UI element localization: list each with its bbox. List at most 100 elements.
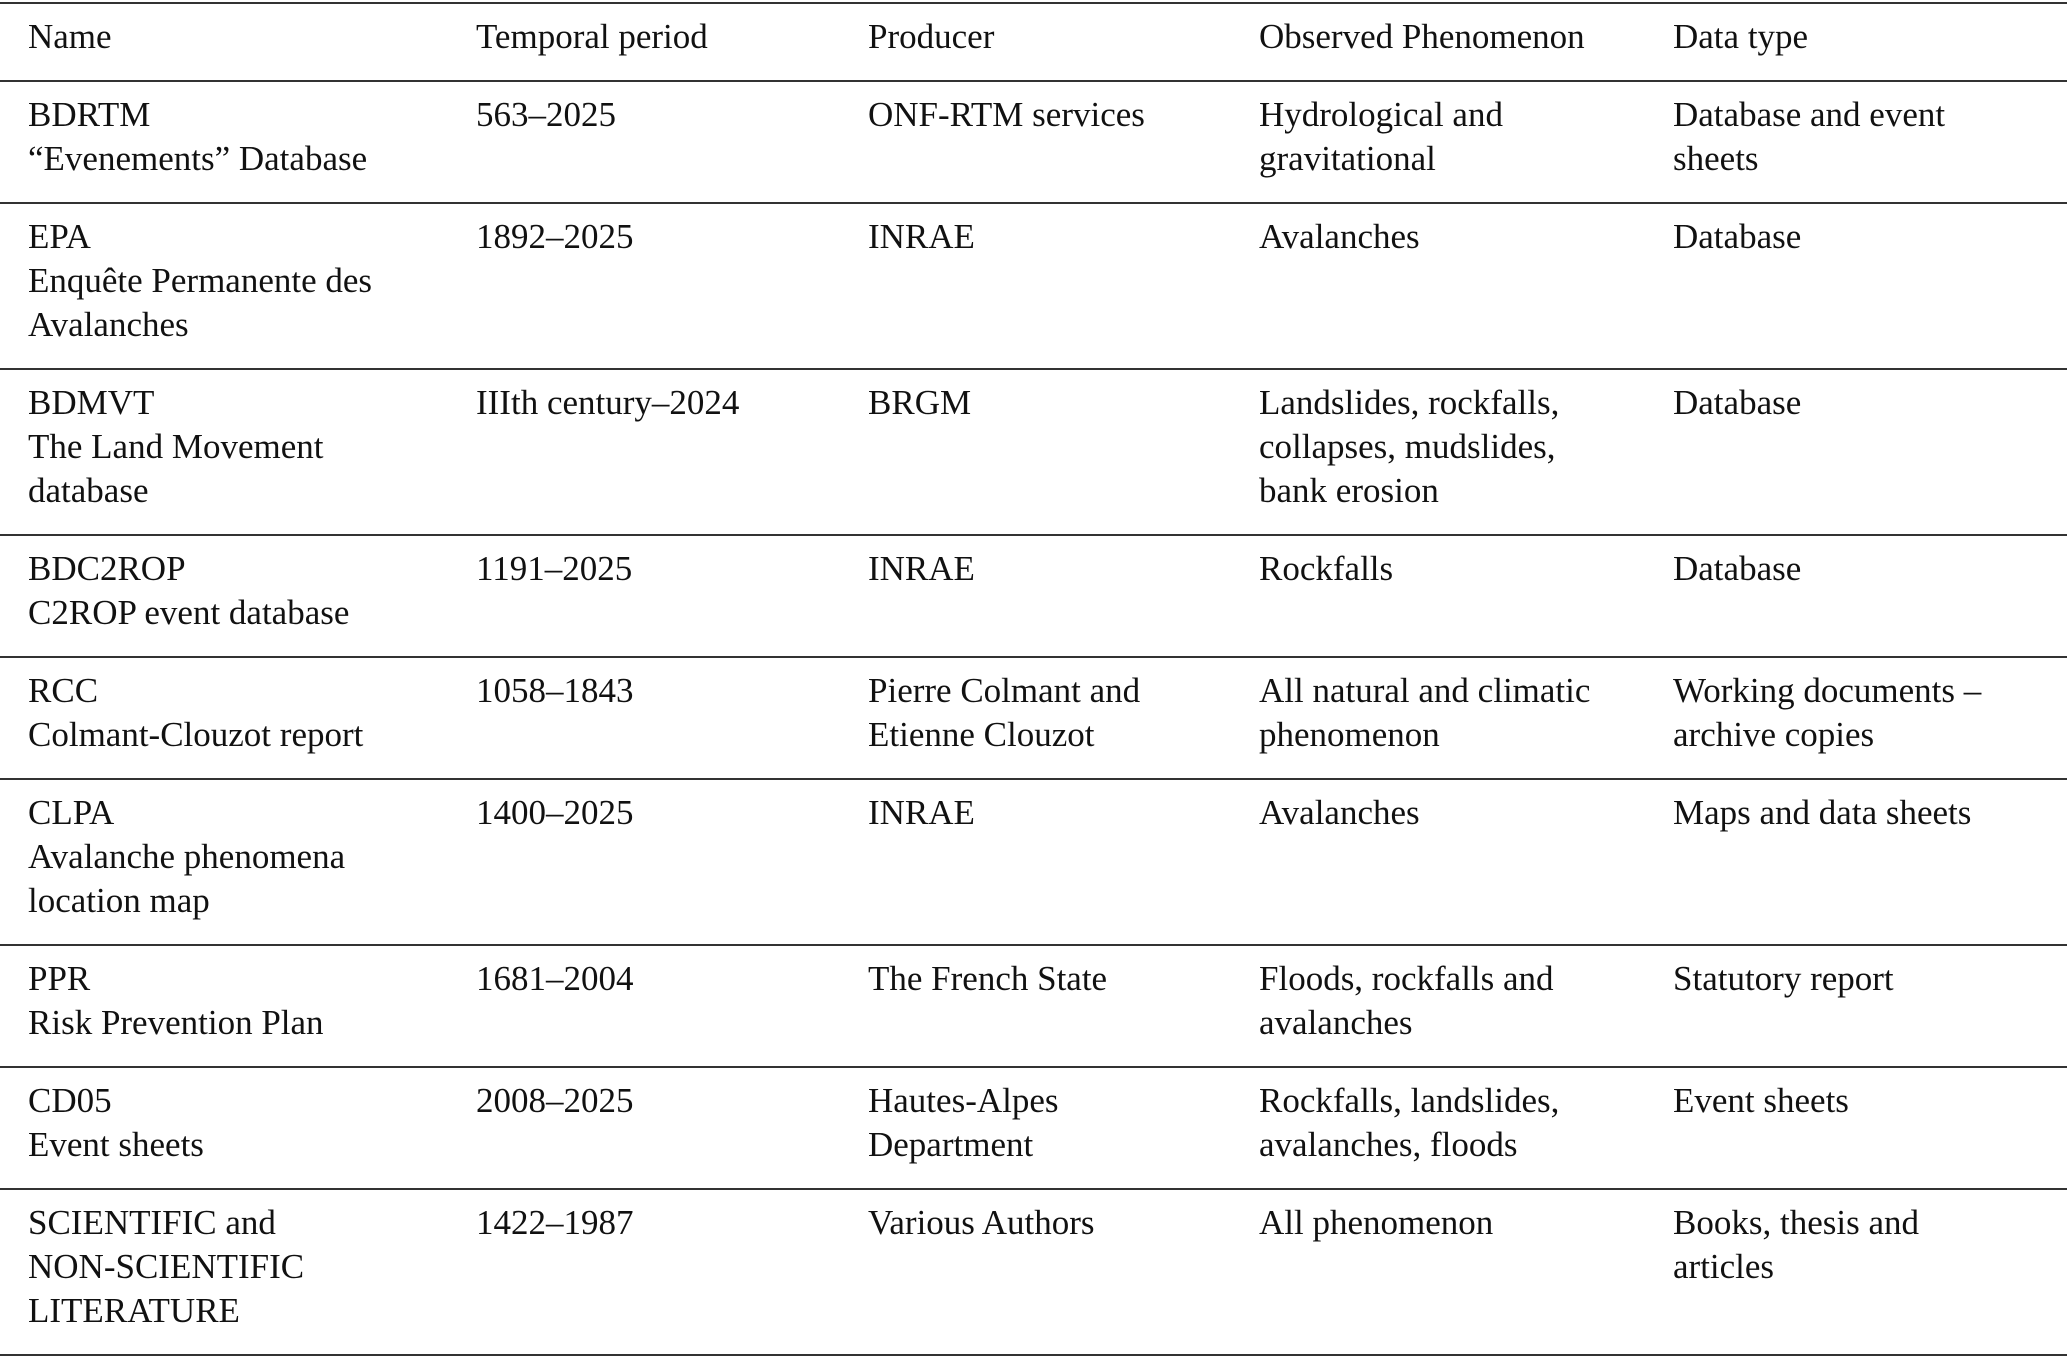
header-cell: Producer	[868, 17, 995, 56]
cell-line: CD05	[28, 1081, 112, 1120]
table-cell: Various Authors	[868, 1189, 1259, 1355]
cell-line: EPA	[28, 217, 91, 256]
table-header: Name Temporal period Producer Observed Phen…	[0, 3, 2067, 81]
table-cell: PPR Risk Prevention Plan	[0, 945, 476, 1067]
cell-line: Landslides, rockfalls,	[1259, 383, 1560, 422]
cell-line: 1191–2025	[476, 549, 633, 588]
table-cell: 563–2025	[476, 81, 868, 203]
table-cell: BDC2ROP C2ROP event database	[0, 535, 476, 657]
cell-line: LITERATURE	[28, 1291, 240, 1330]
table-cell: Rockfalls, landslides, avalanches, floods	[1259, 1067, 1673, 1189]
header-row: Name Temporal period Producer Observed Phen…	[0, 3, 2067, 81]
cell-line: INRAE	[868, 793, 975, 832]
table-cell: BDRTM “Evenements” Database	[0, 81, 476, 203]
table-cell: Avalanches	[1259, 203, 1673, 369]
table-row: CD05 Event sheets 2008–2025 Hautes-Alpes Dep…	[0, 1067, 2067, 1189]
cell-line: archive copies	[1673, 715, 1875, 754]
table-body: BDRTM “Evenements” Database 563–2025 ONF-RT…	[0, 81, 2067, 1355]
cell-line: Pierre Colmant and	[868, 671, 1141, 710]
cell-line: Working documents –	[1673, 671, 1982, 710]
cell-line: Hydrological and	[1259, 95, 1503, 134]
cell-line: Database and event	[1673, 95, 1946, 134]
table-row: BDC2ROP C2ROP event database 1191–2025 INRA…	[0, 535, 2067, 657]
table-cell: BRGM	[868, 369, 1259, 535]
table-cell: Floods, rockfalls and avalanches	[1259, 945, 1673, 1067]
table-cell: 1422–1987	[476, 1189, 868, 1355]
cell-line: INRAE	[868, 549, 975, 588]
cell-line: CLPA	[28, 793, 115, 832]
table-cell: 2008–2025	[476, 1067, 868, 1189]
table-row: BDRTM “Evenements” Database 563–2025 ONF-RT…	[0, 81, 2067, 203]
cell-line: PPR	[28, 959, 91, 998]
cell-line: Etienne Clouzot	[868, 715, 1095, 754]
table-cell: Maps and data sheets	[1673, 779, 2067, 945]
table-cell: The French State	[868, 945, 1259, 1067]
table-cell: 1191–2025	[476, 535, 868, 657]
table-row: BDMVT The Land Movement database IIIth cent…	[0, 369, 2067, 535]
cell-line: The Land Movement	[28, 427, 324, 466]
cell-line: 1892–2025	[476, 217, 634, 256]
cell-line: articles	[1673, 1247, 1775, 1286]
cell-line: 2008–2025	[476, 1081, 634, 1120]
cell-line: database	[28, 471, 149, 510]
table-cell: ONF-RTM services	[868, 81, 1259, 203]
header-cell: Data type	[1673, 17, 1809, 56]
cell-line: avalanches, floods	[1259, 1125, 1518, 1164]
cell-line: location map	[28, 881, 210, 920]
cell-line: phenomenon	[1259, 715, 1440, 754]
table-cell: 1400–2025	[476, 779, 868, 945]
cell-line: 1058–1843	[476, 671, 634, 710]
table-cell: All phenomenon	[1259, 1189, 1673, 1355]
cell-line: BRGM	[868, 383, 972, 422]
table-cell: Database	[1673, 203, 2067, 369]
table-cell: Database	[1673, 535, 2067, 657]
table-cell: 1681–2004	[476, 945, 868, 1067]
cell-line: Various Authors	[868, 1203, 1095, 1242]
cell-line: Rockfalls, landslides,	[1259, 1081, 1560, 1120]
cell-line: Avalanches	[1259, 793, 1420, 832]
header-cell: Name	[28, 17, 112, 56]
cell-line: IIIth century–2024	[476, 383, 740, 422]
cell-line: Colmant-Clouzot report	[28, 715, 364, 754]
cell-line: BDMVT	[28, 383, 155, 422]
table-cell: Pierre Colmant and Etienne Clouzot	[868, 657, 1259, 779]
cell-line: Database	[1673, 549, 1802, 588]
table-cell: All natural and climatic phenomenon	[1259, 657, 1673, 779]
cell-line: Database	[1673, 383, 1802, 422]
cell-line: INRAE	[868, 217, 975, 256]
table-cell: CLPA Avalanche phenomena location map	[0, 779, 476, 945]
table-cell: Database and event sheets	[1673, 81, 2067, 203]
cell-line: Enquête Permanente des	[28, 261, 373, 300]
cell-line: NON-SCIENTIFIC	[28, 1247, 305, 1286]
table-cell: Event sheets	[1673, 1067, 2067, 1189]
cell-line: bank erosion	[1259, 471, 1439, 510]
cell-line: Event sheets	[1673, 1081, 1849, 1120]
table-row: RCC Colmant-Clouzot report 1058–1843 Pierre…	[0, 657, 2067, 779]
cell-line: Avalanches	[28, 305, 189, 344]
table-cell: 1058–1843	[476, 657, 868, 779]
table-cell: Hautes-Alpes Department	[868, 1067, 1259, 1189]
table-cell: Rockfalls	[1259, 535, 1673, 657]
cell-line: Risk Prevention Plan	[28, 1003, 324, 1042]
cell-line: 563–2025	[476, 95, 616, 134]
cell-line: Avalanches	[1259, 217, 1420, 256]
table-cell: IIIth century–2024	[476, 369, 868, 535]
table-row: CLPA Avalanche phenomena location map 1400–…	[0, 779, 2067, 945]
cell-line: Statutory report	[1673, 959, 1894, 998]
table-cell: 1892–2025	[476, 203, 868, 369]
table-row: SCIENTIFIC and NON-SCIENTIFIC LITERATURE 14…	[0, 1189, 2067, 1355]
header-cell: Temporal period	[476, 17, 708, 56]
table-cell: SCIENTIFIC and NON-SCIENTIFIC LITERATURE	[0, 1189, 476, 1355]
cell-line: Hautes-Alpes	[868, 1081, 1059, 1120]
cell-line: Event sheets	[28, 1125, 204, 1164]
table-cell: Avalanches	[1259, 779, 1673, 945]
table-row: PPR Risk Prevention Plan 1681–2004 The Fren…	[0, 945, 2067, 1067]
cell-line: Books, thesis and	[1673, 1203, 1919, 1242]
cell-line: BDC2ROP	[28, 549, 186, 588]
cell-line: C2ROP event database	[28, 593, 350, 632]
cell-line: Department	[868, 1125, 1034, 1164]
cell-line: Maps and data sheets	[1673, 793, 1972, 832]
